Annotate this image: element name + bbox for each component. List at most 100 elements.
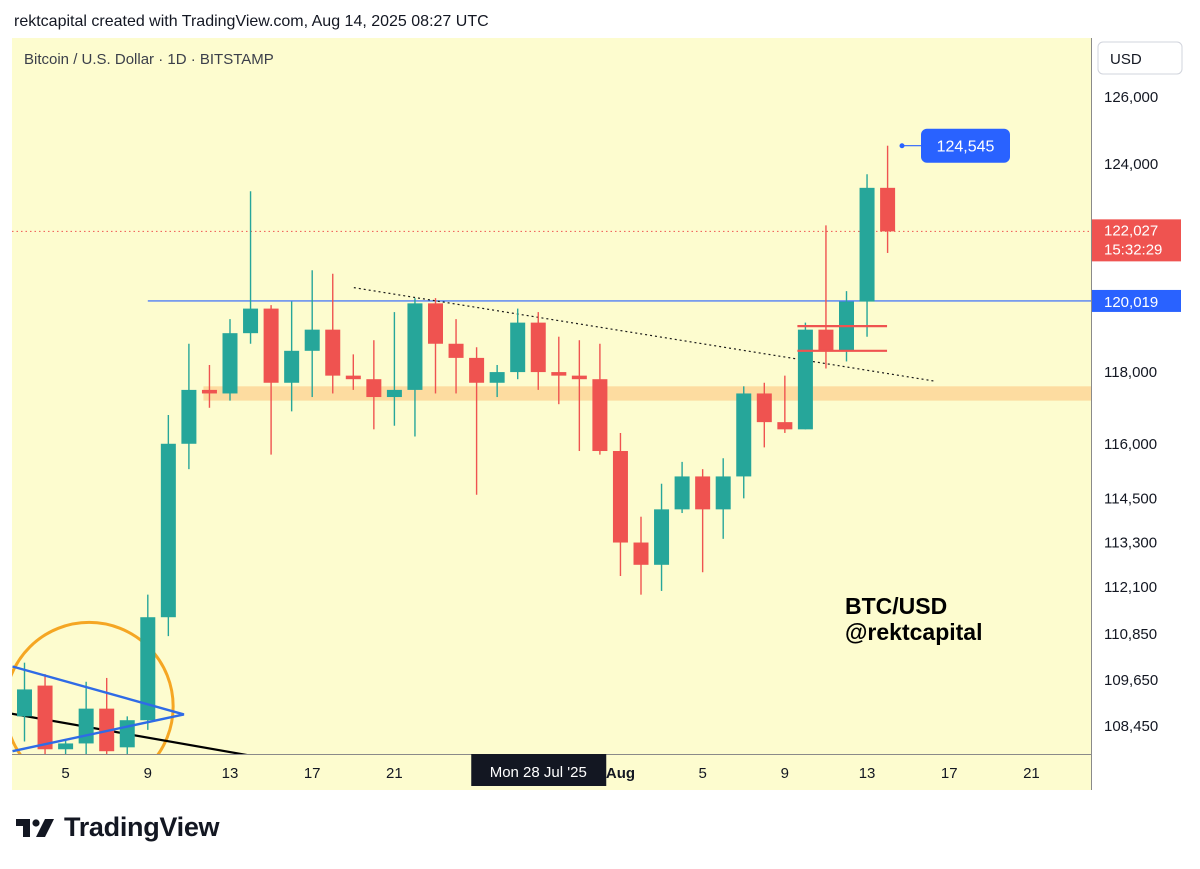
candle: [325, 273, 341, 394]
candle-body: [469, 357, 485, 383]
candle-body: [654, 509, 670, 565]
x-tick-label: 5: [698, 765, 706, 782]
y-tick-label: 118,000: [1104, 364, 1157, 381]
candle: [428, 298, 443, 394]
candle-body: [715, 476, 731, 510]
last-price-label: 122,027: [1104, 222, 1158, 239]
candle-body: [428, 303, 443, 344]
candle-body: [407, 303, 423, 390]
candle-body: [736, 393, 752, 477]
candle-body: [78, 708, 94, 744]
candle: [859, 174, 875, 337]
candle-body: [880, 187, 896, 232]
candle: [797, 322, 813, 430]
price-axis-background[interactable]: [1092, 38, 1188, 790]
candle-body: [160, 443, 176, 618]
currency-button-frame[interactable]: [1097, 41, 1183, 75]
candle-body: [243, 308, 259, 334]
crosshair-date-label: Mon 28 Jul '25: [490, 764, 587, 781]
candle-body: [181, 389, 197, 444]
candle-body: [777, 422, 793, 430]
candle-body: [284, 350, 300, 383]
candle-body: [366, 379, 382, 398]
candle: [571, 340, 587, 452]
candle-body: [756, 393, 772, 423]
candle: [736, 386, 752, 499]
candle-body: [592, 379, 608, 452]
candle: [284, 301, 300, 412]
candle: [695, 469, 711, 573]
tradingview-brand[interactable]: TradingView: [14, 812, 220, 843]
candle: [489, 364, 505, 398]
candle-body: [58, 743, 74, 750]
candle: [222, 319, 238, 401]
candle-body: [448, 343, 464, 358]
y-tick-label: 114,500: [1104, 490, 1157, 507]
candle-body: [304, 329, 320, 351]
candle-body: [797, 329, 813, 430]
candle-body: [140, 617, 156, 721]
x-tick-label: 17: [304, 765, 321, 782]
tradingview-logo-icon: [16, 818, 54, 837]
candle: [469, 347, 485, 495]
watermark-symbol: BTC/USD: [845, 593, 947, 619]
candle: [530, 312, 546, 390]
candle-body: [674, 476, 690, 510]
y-tick-label: 116,000: [1104, 436, 1157, 453]
plot-area: [12, 145, 1091, 754]
candle-body: [37, 685, 53, 750]
last-price-badge: [1092, 219, 1181, 262]
price-chart[interactable]: 126,000124,000122,000120,000118,000116,0…: [0, 0, 1200, 800]
candle: [654, 483, 670, 591]
candle-body: [201, 389, 217, 394]
x-tick-label: 21: [386, 765, 403, 782]
candle: [386, 312, 402, 426]
currency-button-label[interactable]: USD: [1110, 51, 1142, 68]
tradingview-wordmark: TradingView: [64, 812, 220, 842]
watermark-author: @rektcapital: [845, 619, 982, 645]
candle-body: [818, 329, 834, 351]
candle-body: [263, 308, 279, 383]
bar-countdown-label: 15:32:29: [1104, 241, 1162, 258]
x-tick-label: 13: [222, 765, 239, 782]
candle-body: [612, 451, 628, 543]
candle: [37, 674, 53, 754]
x-tick-label: 13: [859, 765, 876, 782]
candle-body: [530, 322, 546, 373]
candle-body: [325, 329, 341, 376]
y-tick-label: 108,450: [1104, 718, 1158, 735]
candle-body: [551, 372, 567, 376]
candle: [674, 461, 690, 514]
candle: [448, 319, 464, 394]
support-zone: [203, 386, 1091, 401]
candle-body: [859, 187, 875, 302]
x-tick-label: Aug: [606, 765, 635, 782]
candle: [777, 375, 793, 433]
candle: [612, 432, 628, 576]
y-tick-label: 109,650: [1104, 672, 1158, 689]
candle-body: [489, 372, 505, 383]
candle-body: [695, 476, 711, 510]
level-label: 120,019: [1104, 294, 1158, 311]
candle: [510, 308, 526, 380]
x-tick-label: 21: [1023, 765, 1040, 782]
candle: [243, 191, 259, 344]
candle-body: [510, 322, 526, 373]
candle: [263, 305, 279, 455]
chart-title: Bitcoin / U.S. Dollar · 1D · BITSTAMP: [24, 51, 274, 68]
candle-body: [633, 542, 649, 565]
candle: [880, 145, 896, 253]
candle-body: [386, 389, 402, 398]
high-label-text: 124,545: [937, 139, 995, 156]
candle: [140, 594, 156, 730]
candle: [345, 354, 361, 390]
currency-button[interactable]: USD: [1097, 41, 1183, 75]
high-label-badge: [921, 128, 1010, 163]
x-tick-label: 17: [941, 765, 958, 782]
candle-body: [345, 375, 361, 380]
candle: [715, 458, 731, 539]
y-tick-label: 110,850: [1104, 626, 1157, 643]
candle: [58, 739, 74, 754]
candle: [304, 270, 320, 398]
candle: [818, 225, 834, 369]
